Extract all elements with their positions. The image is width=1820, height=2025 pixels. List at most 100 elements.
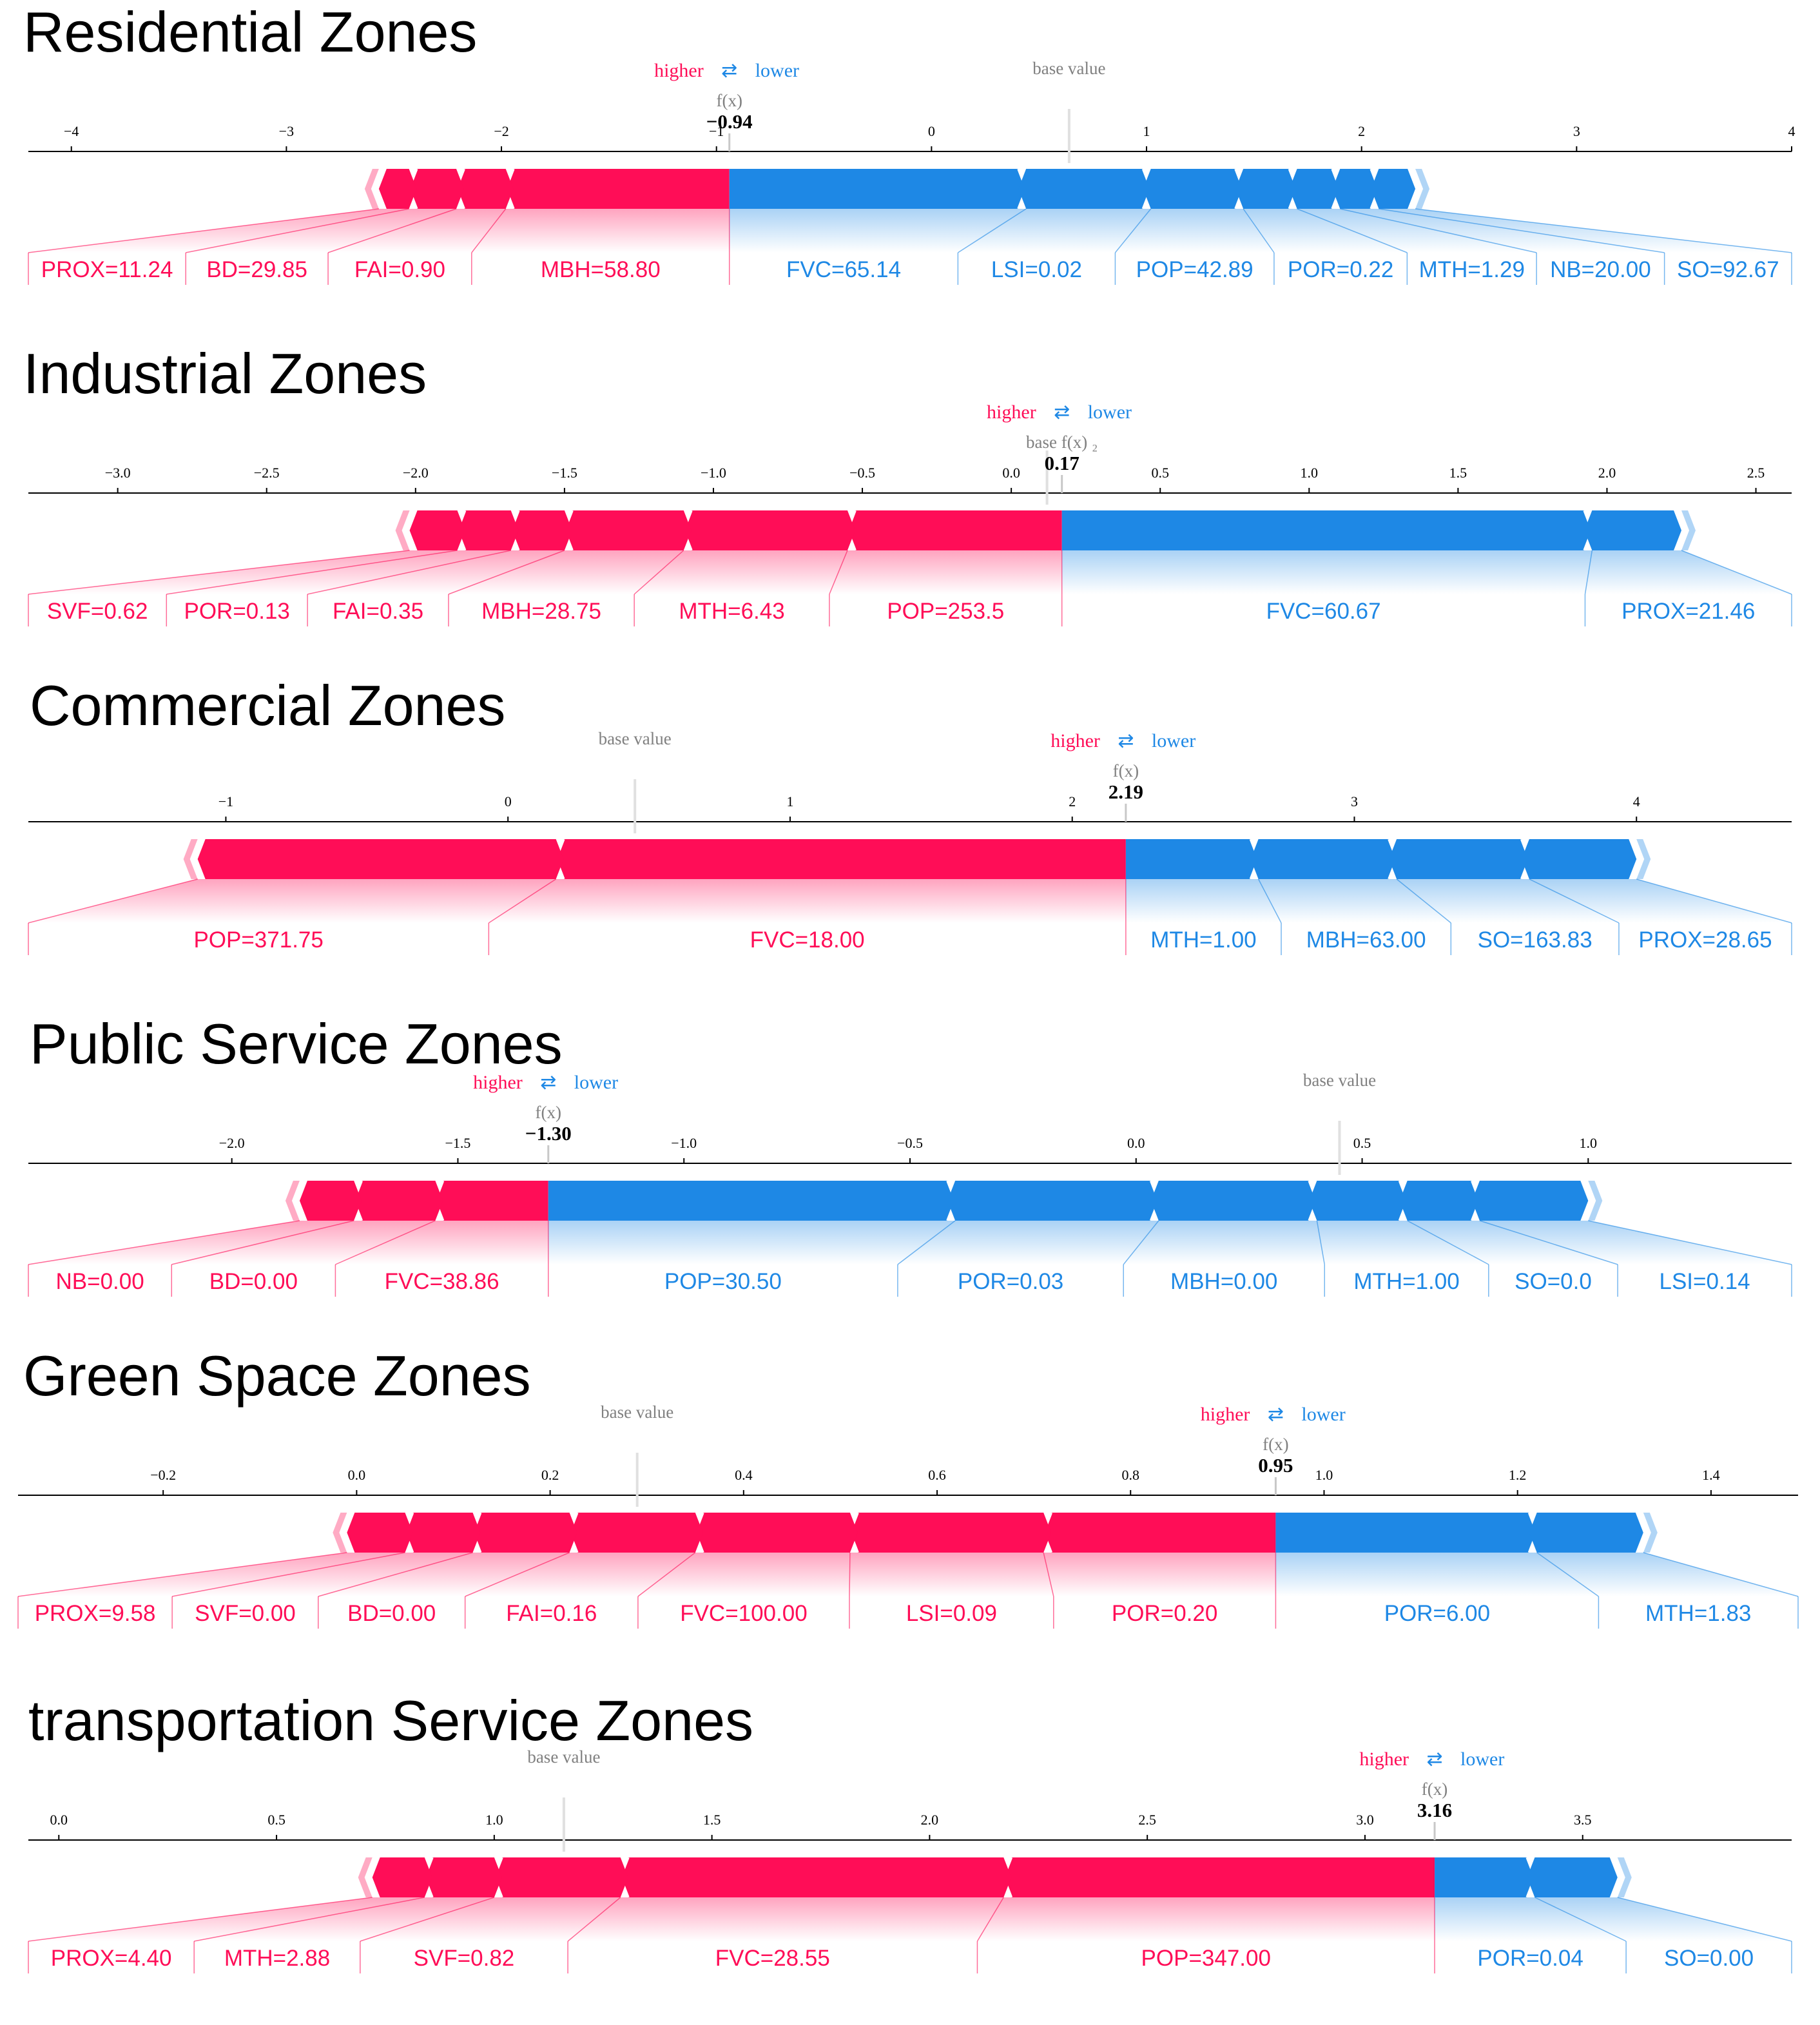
force-bar-positive [569, 1513, 703, 1553]
label-connector-fill [1534, 1897, 1792, 1941]
panel-title: Public Service Zones [30, 1012, 563, 1076]
force-bar-negative [1332, 169, 1379, 209]
feature-label-positive: BD=0.00 [347, 1601, 436, 1626]
feature-label-positive: BD=29.85 [206, 257, 307, 282]
legend-lower: lower [574, 1072, 618, 1093]
label-connector-fill [1123, 1221, 1325, 1264]
force-bar-positive [695, 1513, 858, 1553]
label-connector [1643, 1552, 1799, 1597]
feature-label-negative: POP=42.89 [1136, 257, 1254, 282]
x-tick-label: −2 [494, 123, 508, 139]
label-connector-fill [166, 550, 511, 594]
x-tick-label: 4 [1633, 793, 1640, 809]
fx-label: f(x) [536, 1103, 561, 1122]
feature-label-positive: FVC=28.55 [715, 1946, 830, 1971]
x-tick-label: 1.0 [485, 1812, 503, 1828]
force-plot-panel: Commercial Zones −1 0 1 2 3 4 f(x) base value 2.1… [28, 673, 1792, 955]
fx-label: f(x) [1422, 1779, 1447, 1799]
force-bar-negative [1289, 169, 1341, 209]
label-connector [976, 1897, 1004, 1942]
force-bar-positive [556, 839, 1126, 879]
label-connector-fill [1407, 1221, 1618, 1264]
x-tick-label: 0 [928, 123, 935, 139]
x-tick-label: 2.0 [1598, 465, 1616, 481]
feature-label-positive: FVC=38.86 [385, 1269, 499, 1294]
label-connector [28, 208, 379, 253]
label-connector [1043, 1552, 1054, 1597]
x-tick-label: 1.2 [1509, 1467, 1527, 1483]
label-connector-fill [360, 1897, 621, 1941]
feature-label-positive: FVC=18.00 [750, 927, 865, 953]
force-bar-negative [1389, 839, 1529, 879]
force-plot-panel: Industrial Zones −3.0 −2.5 −2.0 −1.5 −1.0 −0.5… [23, 342, 1792, 626]
label-connector [28, 1897, 373, 1942]
label-connector [17, 1552, 347, 1597]
label-connector-fill [1340, 209, 1665, 253]
x-tick-label: 3.0 [1356, 1812, 1374, 1828]
base-value-label: base value [599, 729, 672, 748]
fx-value: 0.95 [1258, 1454, 1293, 1477]
label-connector [28, 550, 410, 595]
fx-value: 2.19 [1108, 780, 1143, 803]
fx-value: −0.94 [706, 110, 753, 133]
feature-label-negative: POR=0.22 [1288, 257, 1393, 282]
fx-label: f(x) [1113, 761, 1139, 780]
force-bar-tail [1681, 510, 1696, 550]
x-tick-label: −1.5 [552, 465, 577, 481]
feature-label-negative: MTH=1.83 [1645, 1601, 1751, 1626]
force-bar-positive [457, 510, 519, 550]
label-connector [637, 1552, 696, 1597]
label-connector [28, 878, 198, 924]
force-bar-positive [456, 169, 514, 209]
feature-label-positive: POR=0.13 [184, 599, 289, 624]
feature-label-positive: FAI=0.35 [333, 599, 423, 624]
legend-arrow-icon: ⇄ [721, 60, 737, 81]
feature-label-positive: MBH=58.80 [541, 257, 661, 282]
x-tick-label: 3 [1351, 793, 1358, 809]
feature-label-positive: SVF=0.62 [47, 599, 148, 624]
x-tick-label: 2 [1358, 123, 1365, 139]
panel-title: Industrial Zones [23, 342, 427, 405]
force-bar-tail [395, 510, 410, 550]
label-connector [360, 1897, 495, 1942]
label-connector-fill [1317, 1221, 1489, 1264]
feature-label-negative: LSI=0.14 [1660, 1269, 1750, 1294]
feature-label-negative: PROX=21.46 [1622, 599, 1755, 624]
x-tick-label: −0.5 [897, 1135, 923, 1151]
label-connector-fill [1379, 209, 1792, 253]
label-connector [307, 550, 511, 595]
label-connector-fill [568, 1897, 1004, 1941]
label-connector-fill [637, 1553, 850, 1596]
label-connector [166, 550, 458, 595]
force-bar-negative [1018, 169, 1151, 209]
feature-label-positive: NB=0.00 [56, 1269, 144, 1294]
feature-label-negative: POP=30.50 [664, 1269, 782, 1294]
x-tick-label: 0.5 [1151, 465, 1169, 481]
feature-label-negative: SO=0.00 [1664, 1946, 1754, 1971]
force-bar-positive [847, 510, 1062, 550]
label-connector-fill [172, 1553, 473, 1596]
label-connector-fill [977, 1897, 1435, 1941]
legend-higher: higher [1201, 1404, 1250, 1425]
label-connector [1681, 550, 1792, 595]
label-connector-fill [634, 550, 847, 594]
x-tick-label: 1.0 [1315, 1467, 1333, 1483]
x-tick-label: 0 [505, 793, 512, 809]
feature-label-negative: PROX=28.65 [1638, 927, 1772, 953]
label-connector-fill [1479, 1221, 1792, 1264]
force-bar-negative [1235, 169, 1297, 209]
force-bar-positive [378, 169, 417, 209]
legend-higher: higher [1050, 730, 1100, 751]
force-bar-positive [510, 510, 572, 550]
x-tick-label: −2.5 [254, 465, 280, 481]
force-bar-negative [1521, 839, 1637, 879]
label-connector-fill [28, 1221, 354, 1264]
force-plot-panel: Residential Zones −4 −3 −2 −1 0 1 2 3 4 f(x) base v… [23, 0, 1796, 285]
force-bar-positive [409, 169, 464, 209]
label-connector [327, 208, 457, 253]
feature-label-negative: MTH=1.29 [1419, 257, 1525, 282]
label-connector-fill [194, 1897, 494, 1941]
x-tick-label: −1 [709, 123, 724, 139]
legend-lower: lower [1460, 1749, 1504, 1770]
